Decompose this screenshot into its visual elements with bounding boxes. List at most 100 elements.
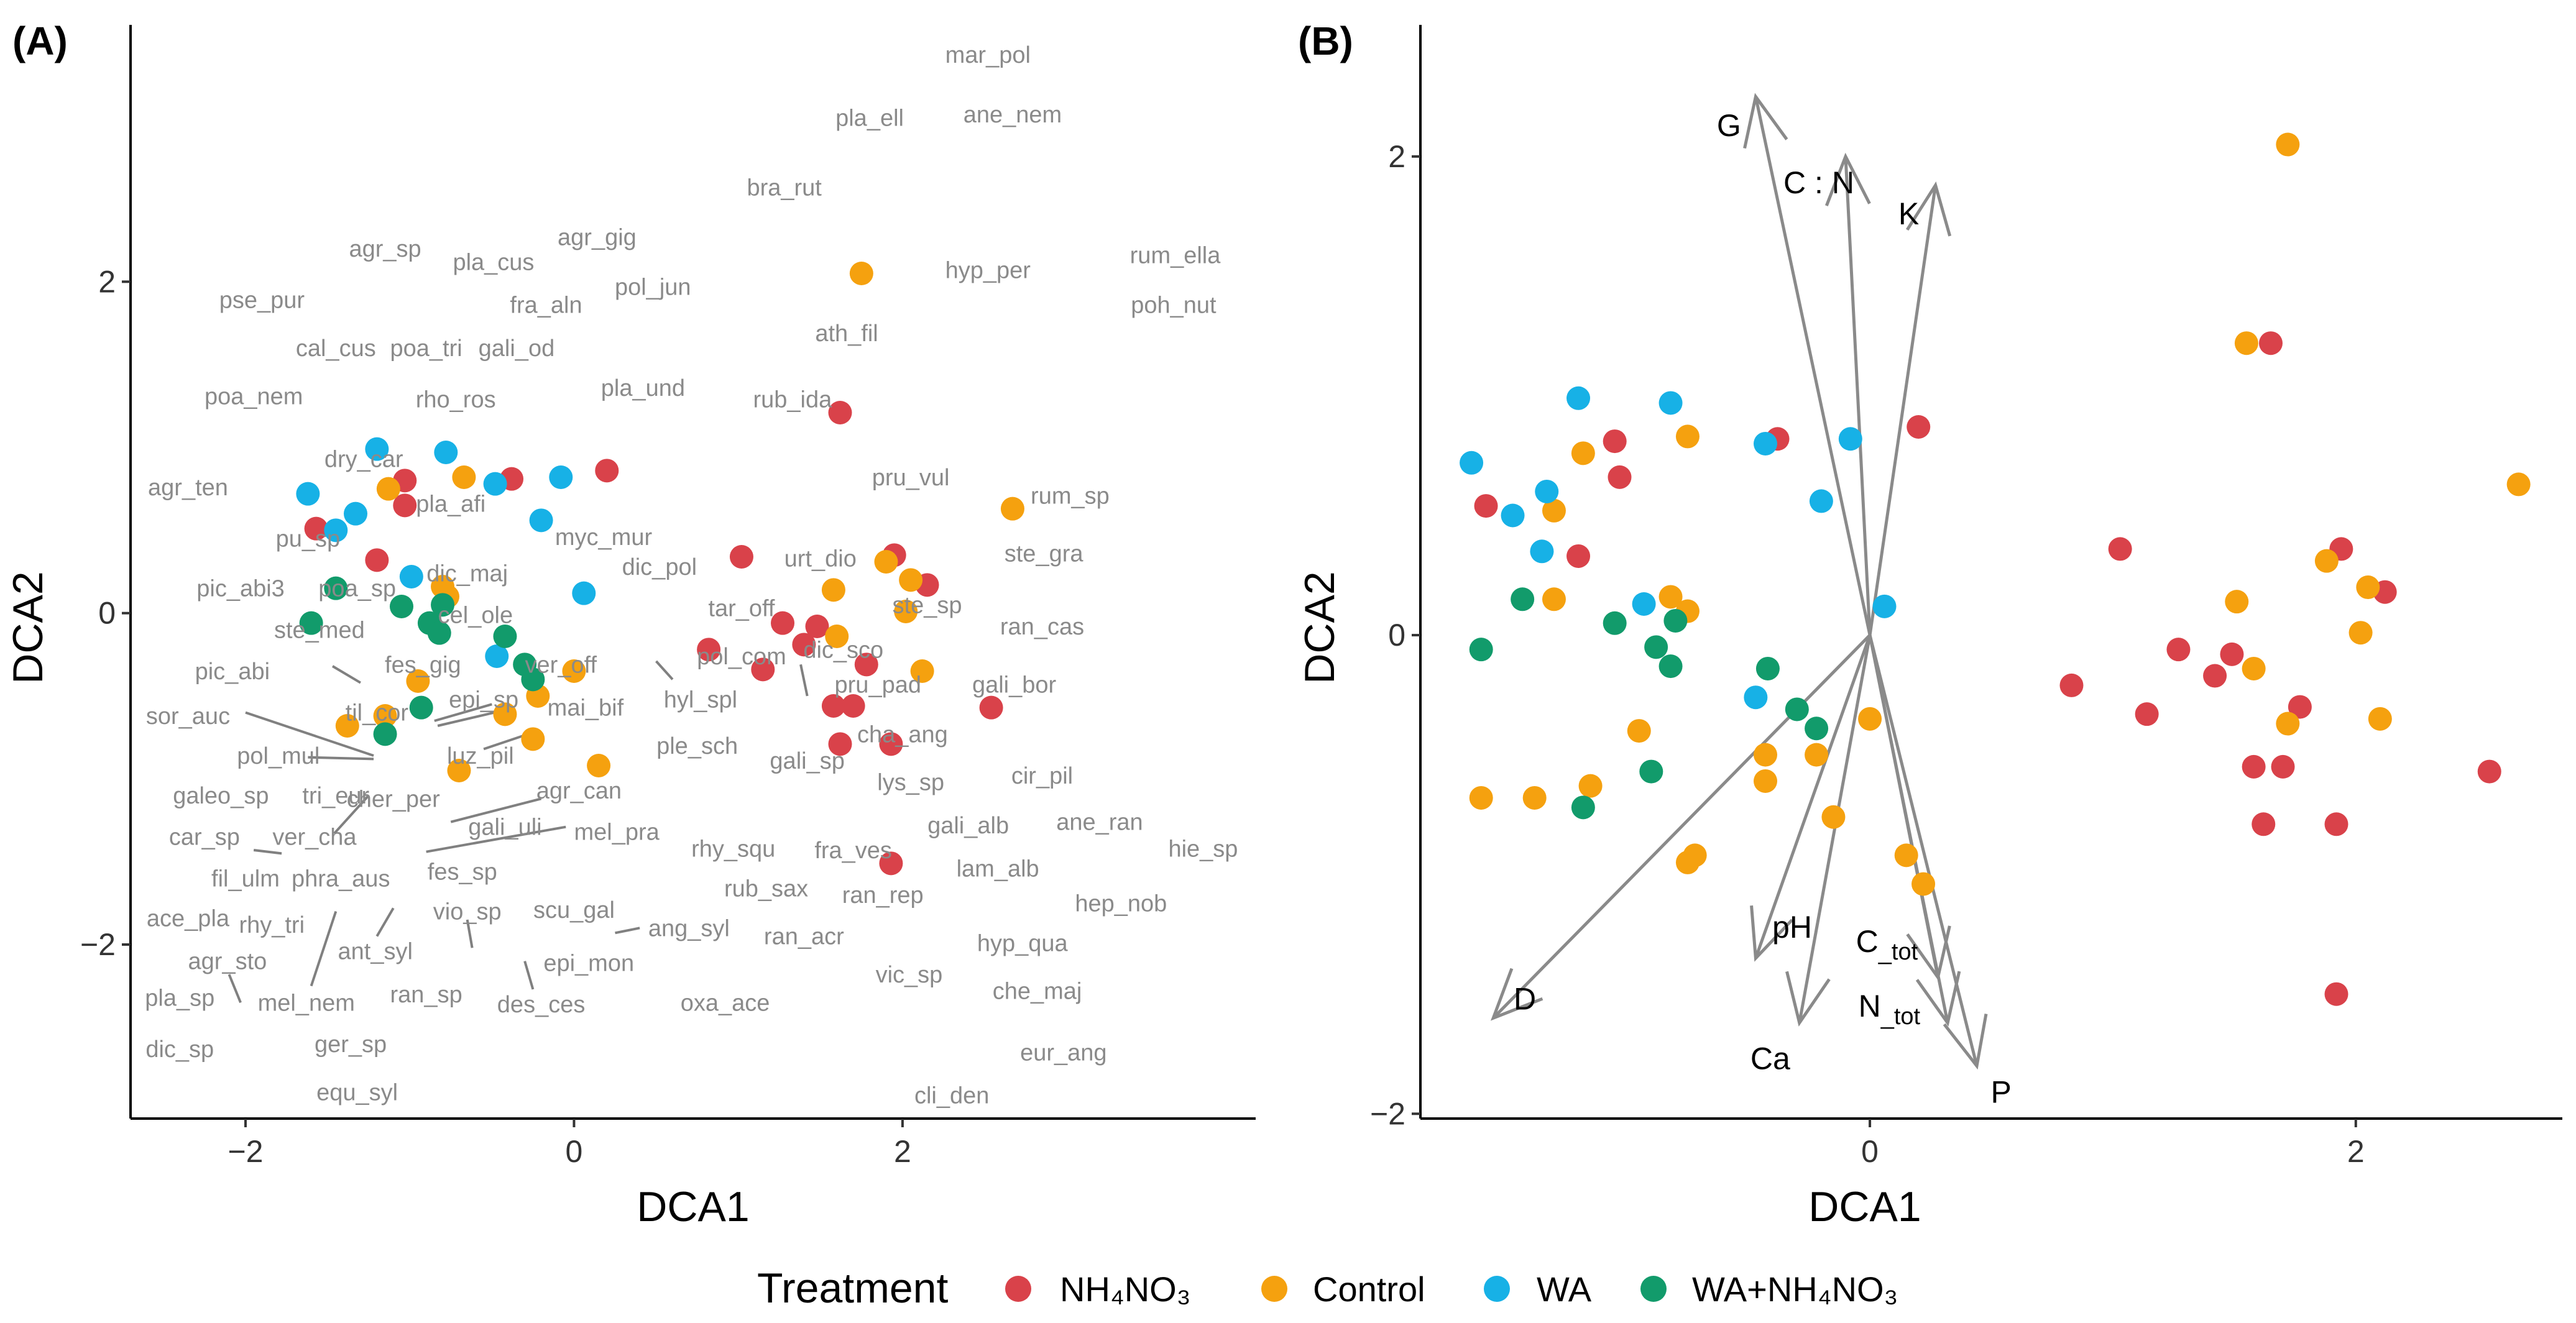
data-point: [2276, 132, 2300, 157]
data-point: [1744, 685, 1768, 710]
species-leader-line: [308, 756, 374, 761]
species-label: oxa_ace: [681, 990, 770, 1016]
species-label: pru_pad: [835, 672, 921, 698]
data-point: [1785, 697, 1809, 721]
data-point: [1501, 503, 1525, 528]
data-point: [373, 704, 397, 728]
data-point: [1894, 843, 1918, 868]
species-label: ste_gra: [1005, 541, 1084, 567]
data-point: [483, 472, 507, 496]
data-point: [1911, 872, 1936, 896]
data-point: [324, 576, 348, 600]
species-label: pla_sp: [145, 985, 214, 1011]
species-label: bra_rut: [747, 175, 822, 201]
data-point: [549, 465, 573, 489]
species-label: scu_gal: [533, 897, 615, 923]
data-point: [427, 621, 451, 645]
species-label: ste_med: [274, 617, 365, 643]
data-point: [2477, 759, 2501, 784]
data-point: [854, 652, 878, 677]
species-label: fra_ves: [814, 838, 892, 864]
data-point: [2059, 673, 2084, 697]
data-point: [2242, 656, 2266, 680]
species-leader-line: [331, 665, 361, 684]
data-point: [2271, 754, 2295, 779]
arrowhead: [1824, 152, 1871, 206]
data-point: [1542, 587, 1566, 611]
vector-label: Ca: [1750, 1041, 1790, 1076]
species-label: gali_uli: [468, 815, 541, 841]
species-label: hie_sp: [1168, 836, 1238, 862]
vector-label: pH: [1772, 910, 1812, 945]
panel-a-plot-area: −2 0 2 −2 0 2 mar_pol pla_ell ane_nem bra_rut agr_…: [80, 25, 1256, 1169]
species-label: poa_nem: [205, 383, 303, 410]
data-point: [1755, 656, 1780, 680]
species-leader-line: [333, 794, 370, 835]
data-point: [1754, 431, 1778, 455]
data-point: [409, 695, 433, 720]
data-point: [393, 493, 417, 518]
species-label: til_cor: [346, 700, 409, 726]
species-label: pol_com: [697, 644, 786, 670]
panel-a: (A) −2 0 2 −2 0 2 mar_pol pla_ell ane_nem bra_rut…: [4, 19, 1256, 1230]
species-leader-line: [466, 919, 474, 948]
species-label: pru_vul: [872, 465, 950, 491]
data-point: [587, 754, 611, 777]
data-point: [2234, 331, 2258, 355]
x-tick-label: 0: [1861, 1134, 1879, 1169]
data-point: [2314, 549, 2339, 573]
species-label: fes_gig: [385, 652, 461, 678]
data-point: [1530, 539, 1554, 564]
species-label: pla_afi: [416, 492, 485, 518]
species-label: fra_aln: [510, 293, 582, 319]
arrowhead: [1915, 971, 1961, 1027]
species-label: agr_can: [536, 778, 622, 804]
data-point: [1578, 774, 1603, 798]
species-label: vic_sp: [876, 962, 943, 988]
species-label: gali_bor: [972, 672, 1057, 698]
data-point: [1663, 608, 1688, 633]
species-label: mel_nem: [258, 990, 355, 1016]
species-label: cher_per: [347, 786, 440, 812]
species-label: dry_car: [324, 447, 403, 473]
data-point: [821, 694, 845, 718]
arrowhead: [1943, 1014, 1988, 1070]
data-point: [2220, 642, 2244, 666]
data-point: [1805, 716, 1829, 741]
species-label: tar_off: [708, 596, 775, 622]
data-point: [1658, 654, 1683, 679]
species-label: pol_mul: [237, 743, 320, 769]
species-label: pol_jun: [615, 274, 691, 300]
data-point: [335, 714, 359, 738]
x-tick-label: −2: [228, 1134, 263, 1169]
species-label: equ_syl: [316, 1079, 398, 1106]
species-label: cha_ang: [857, 721, 948, 748]
arrowhead: [1750, 905, 1793, 962]
y-tick-label: −2: [1370, 1096, 1405, 1131]
species-label: des_ces: [497, 992, 586, 1018]
data-point: [2135, 702, 2159, 726]
env-vector-g: [1754, 96, 1872, 636]
species-label: gali_od: [479, 336, 555, 362]
data-point: [572, 581, 596, 605]
panel-b: (B) 0 2 −2 0 2 G C : N K DpH Ca C_tot N_tot P DCA1 D…: [1296, 19, 2562, 1230]
vector-label: N_tot: [1859, 989, 1921, 1030]
data-point: [562, 659, 586, 683]
species-label: ran_sp: [390, 982, 462, 1008]
data-point: [1683, 843, 1707, 868]
species-label: che_maj: [993, 979, 1082, 1005]
species-label: ane_ran: [1056, 810, 1143, 836]
data-point: [452, 465, 476, 489]
species-label: ger_sp: [315, 1032, 387, 1058]
species-label: rub_sax: [724, 876, 808, 902]
data-point: [2288, 695, 2312, 719]
data-point: [2242, 754, 2266, 779]
species-label: pse_pur: [219, 288, 305, 314]
y-tick-label: −2: [80, 927, 116, 962]
data-point: [841, 694, 865, 718]
species-label: eur_ang: [1020, 1040, 1106, 1066]
y-tick-label: 0: [98, 596, 116, 631]
species-leader-line: [310, 911, 338, 987]
data-point: [2348, 621, 2373, 645]
species-leader-line: [483, 733, 529, 751]
